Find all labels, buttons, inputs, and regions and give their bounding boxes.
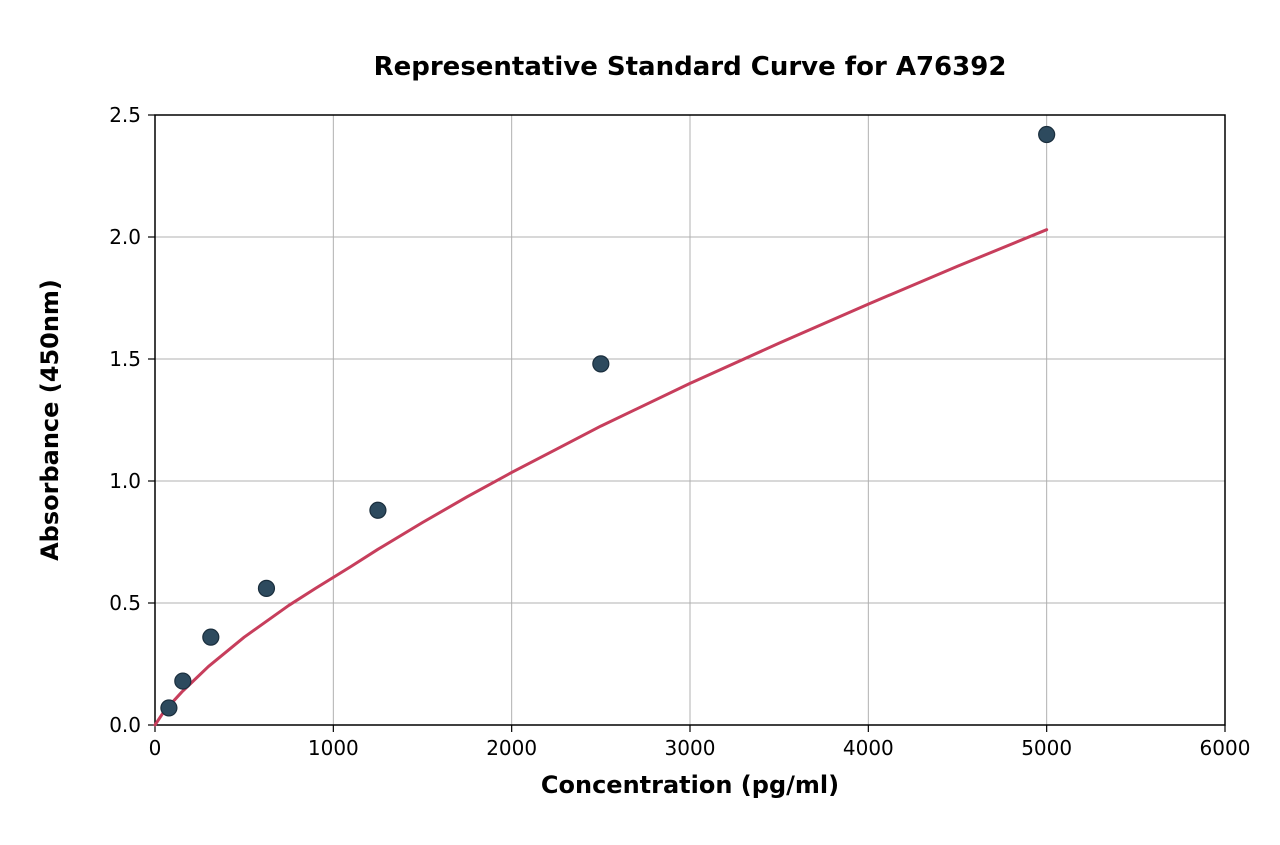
y-tick-label: 2.5 <box>109 103 141 127</box>
data-point <box>593 356 609 372</box>
x-axis-label: Concentration (pg/ml) <box>541 771 839 799</box>
x-tick-label: 4000 <box>843 736 894 760</box>
chart-container: 0 1000 2000 3000 4000 5000 6000 0.0 0.5 1.0 1.5 2.0… <box>0 0 1280 845</box>
data-point <box>258 580 274 596</box>
y-axis-label: Absorbance (450nm) <box>36 279 64 561</box>
x-tick-label: 2000 <box>486 736 537 760</box>
y-tick-label: 1.0 <box>109 469 141 493</box>
x-tick-label: 1000 <box>308 736 359 760</box>
y-tick-label: 2.0 <box>109 225 141 249</box>
y-tick-label: 0.5 <box>109 591 141 615</box>
data-point <box>1039 127 1055 143</box>
chart-title: Representative Standard Curve for A76392 <box>374 52 1007 82</box>
x-tick-label: 5000 <box>1021 736 1072 760</box>
data-point <box>370 502 386 518</box>
data-point <box>203 629 219 645</box>
chart-background <box>0 0 1280 845</box>
x-tick-label: 3000 <box>665 736 716 760</box>
y-tick-label: 0.0 <box>109 713 141 737</box>
x-tick-label: 0 <box>149 736 162 760</box>
standard-curve-chart: 0 1000 2000 3000 4000 5000 6000 0.0 0.5 1.0 1.5 2.0… <box>0 0 1280 845</box>
data-point <box>161 700 177 716</box>
x-tick-label: 6000 <box>1200 736 1251 760</box>
data-point <box>175 673 191 689</box>
y-tick-label: 1.5 <box>109 347 141 371</box>
